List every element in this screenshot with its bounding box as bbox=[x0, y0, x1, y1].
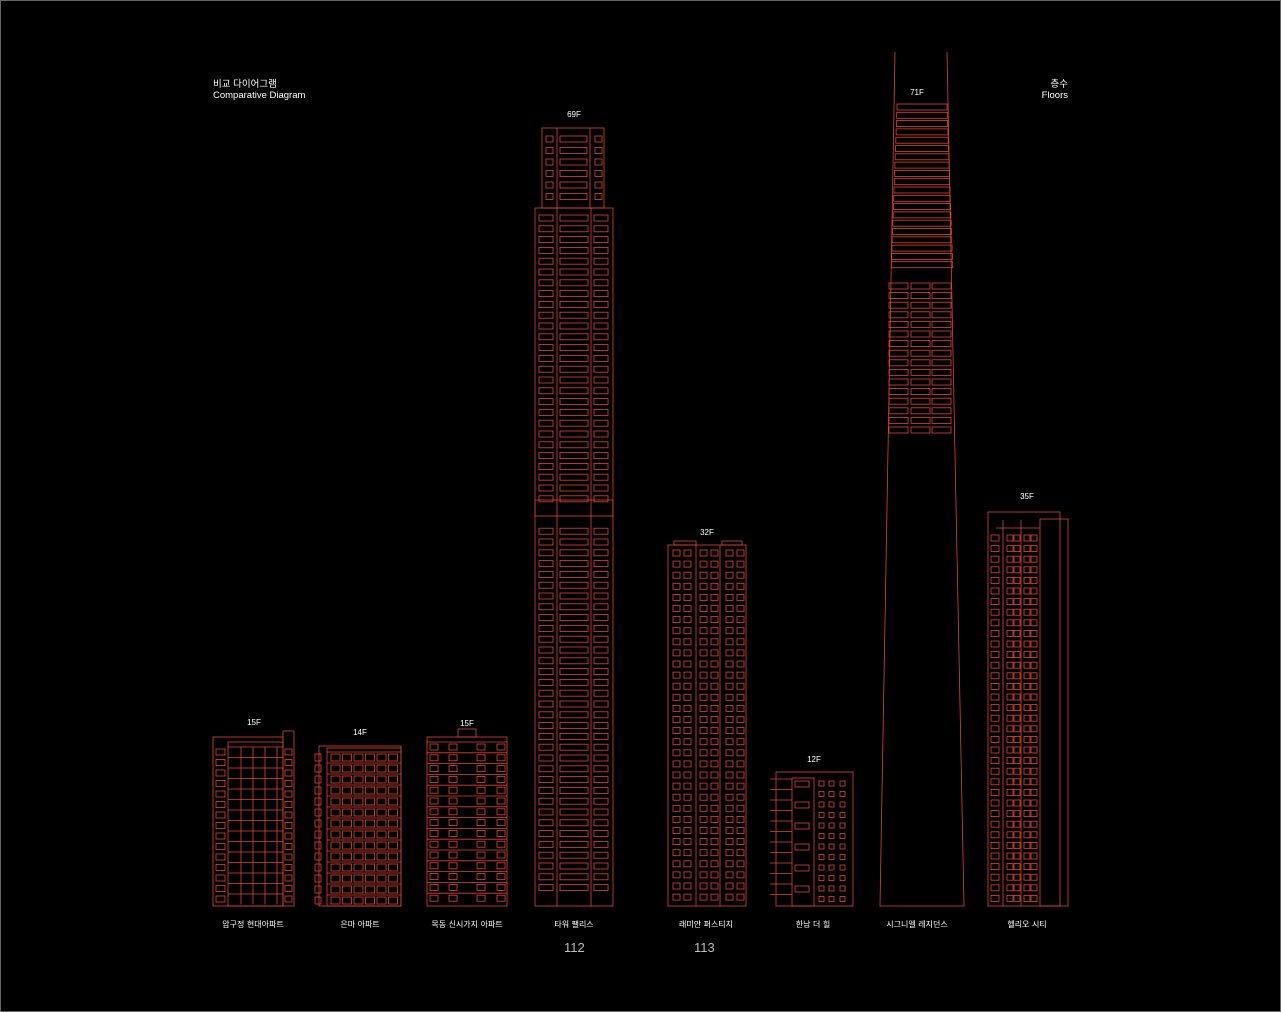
floor-count-signiel: 71F bbox=[910, 88, 924, 97]
building-name-hannam: 한남 더 힐 bbox=[796, 919, 831, 929]
diagram-title: 비교 다이어그램 Comparative Diagram bbox=[213, 79, 305, 101]
building-name-tower-palace: 타워 팰리스 bbox=[554, 919, 593, 929]
floor-count-eunma: 14F bbox=[353, 728, 367, 737]
floor-count-raemian: 32F bbox=[700, 528, 714, 537]
building-helio bbox=[987, 511, 1069, 907]
building-raemian bbox=[667, 540, 747, 907]
diagram-title-en: Comparative Diagram bbox=[213, 90, 306, 101]
building-name-apgujeong: 압구정 현대아파트 bbox=[222, 919, 283, 929]
floors-legend-en: Floors bbox=[1041, 90, 1068, 101]
floor-count-tower-palace: 69F bbox=[567, 110, 581, 119]
building-hannam bbox=[770, 771, 854, 907]
building-mokdong bbox=[426, 728, 508, 907]
floor-count-hannam: 12F bbox=[807, 755, 821, 764]
building-eunma bbox=[314, 745, 402, 907]
building-name-signiel: 시그니엘 레지던스 bbox=[886, 919, 947, 929]
building-name-raemian: 래미안 퍼스티지 bbox=[679, 919, 733, 929]
building-name-helio: 헬리오 시티 bbox=[1007, 919, 1046, 929]
building-name-mokdong: 목동 신시가지 아파트 bbox=[431, 919, 502, 929]
floor-count-mokdong: 15F bbox=[460, 719, 474, 728]
page-number-left: 112 bbox=[564, 940, 585, 955]
floors-legend: 층수 Floors bbox=[1000, 79, 1068, 101]
floor-count-helio: 35F bbox=[1020, 492, 1034, 501]
building-apgujeong bbox=[212, 730, 295, 907]
building-tower-palace bbox=[534, 127, 614, 907]
building-name-eunma: 은마 아파트 bbox=[340, 919, 379, 929]
building-signiel bbox=[879, 51, 965, 907]
floors-legend-ko: 층수 bbox=[1050, 79, 1068, 90]
diagram-title-ko: 비교 다이어그램 bbox=[213, 79, 277, 90]
page-number-right: 113 bbox=[694, 940, 715, 955]
floor-count-apgujeong: 15F bbox=[247, 718, 261, 727]
